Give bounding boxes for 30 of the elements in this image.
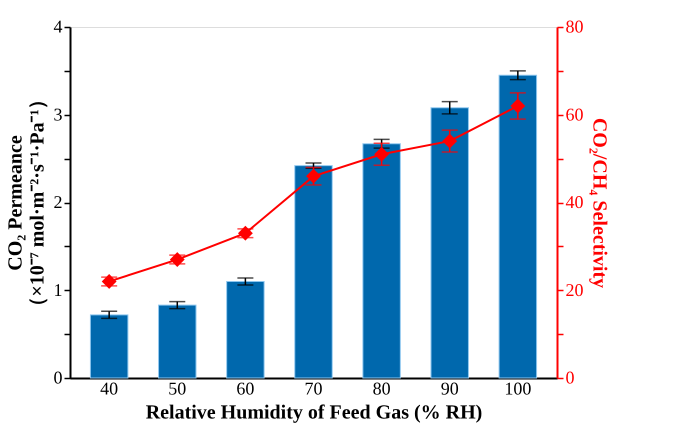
- x-tick-label: 100: [504, 378, 532, 398]
- x-tick-label: 90: [440, 378, 459, 398]
- y2-axis-title: CO₂/CH₄ Selectivity: [588, 118, 610, 288]
- point: [510, 98, 526, 114]
- y2-tick-label: 40: [566, 192, 584, 212]
- y2-tick-label: 80: [566, 16, 584, 36]
- bar: [430, 107, 469, 378]
- x-tick-label: 40: [100, 378, 118, 398]
- bar: [90, 314, 128, 378]
- x-axis-title: Relative Humidity of Feed Gas (% RH): [146, 402, 482, 424]
- y-tick-label: 0: [54, 368, 62, 388]
- bar: [498, 74, 538, 378]
- y2-tick-label: 0: [566, 368, 574, 388]
- x-tick-label: 50: [168, 378, 186, 398]
- bar: [158, 304, 197, 378]
- point: [442, 134, 458, 148]
- y-axis-title: CO₂ Permeance （×10⁻⁷ mol·m⁻²·s⁻¹·Pa⁻¹）: [4, 89, 48, 317]
- x-tick-label: 70: [304, 378, 322, 398]
- x-tick-label: 80: [372, 378, 391, 398]
- y-tick-label: 4: [54, 16, 62, 36]
- bar: [362, 143, 401, 378]
- bar: [226, 280, 265, 378]
- y-tick-label: 3: [54, 104, 62, 124]
- point: [374, 146, 390, 162]
- x-tick-label: 60: [236, 378, 254, 398]
- y2-tick-label: 20: [566, 280, 584, 300]
- y2-tick-label: 60: [566, 104, 584, 124]
- y-tick-label: 1: [54, 280, 62, 300]
- bar: [294, 165, 333, 378]
- y-tick-label: 2: [54, 192, 62, 212]
